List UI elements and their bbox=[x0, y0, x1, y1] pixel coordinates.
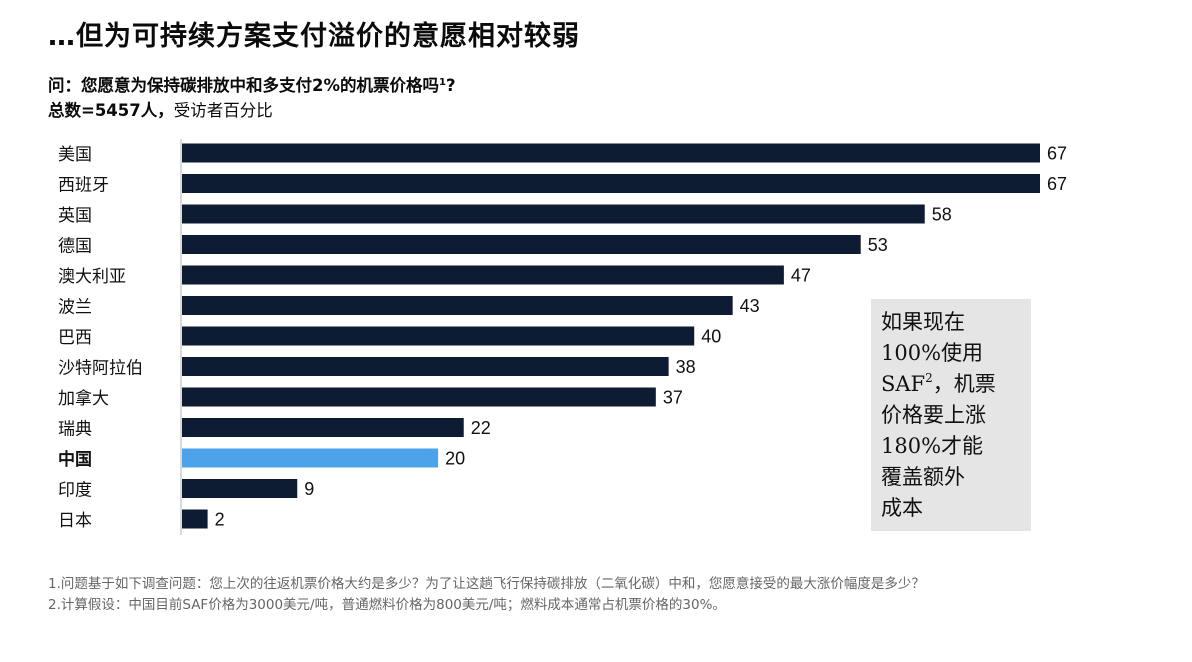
callout-line: 价格要上涨 bbox=[881, 403, 986, 427]
callout-line: SAF2，机票 bbox=[881, 369, 1021, 400]
callout-line: 100%使用 bbox=[881, 341, 984, 365]
bar bbox=[182, 235, 861, 254]
value-label: 67 bbox=[1047, 174, 1067, 194]
bar bbox=[182, 387, 656, 407]
category-label: 美国 bbox=[58, 145, 92, 165]
callout-line: 如果现在 bbox=[881, 310, 965, 334]
sample-size: 总数=5457人，受访者百分比 bbox=[48, 97, 273, 121]
category-label: 波兰 bbox=[58, 298, 92, 318]
callout-saf: SAF bbox=[881, 372, 926, 396]
category-label: 中国 bbox=[58, 449, 92, 470]
bar-chart: 美国 67 西班牙 67 英国 58 德国 53 澳大利亚 47 波兰 43 巴西 40 沙特阿拉伯 38 加拿… bbox=[58, 139, 1067, 535]
value-label: 67 bbox=[1047, 144, 1067, 164]
callout-line: 成本 bbox=[881, 496, 923, 520]
footnote-1: 1.问题基于如下调查问题：您上次的往返机票价格大约是多少？为了让这趟飞行保持碳排… bbox=[48, 576, 925, 592]
bar bbox=[182, 357, 669, 376]
category-label: 澳大利亚 bbox=[58, 267, 126, 287]
callout-box: 如果现在 100%使用 SAF2，机票 价格要上涨 180%才能 覆盖额外 成本 bbox=[871, 299, 1031, 531]
category-label: 英国 bbox=[58, 206, 92, 226]
bar bbox=[182, 448, 439, 468]
bar bbox=[182, 479, 298, 498]
category-label: 西班牙 bbox=[58, 176, 109, 196]
value-label: 9 bbox=[304, 479, 314, 499]
callout-line: 覆盖额外 bbox=[881, 465, 965, 489]
value-label: 47 bbox=[791, 266, 811, 286]
callout-text: ，机票 bbox=[932, 372, 996, 396]
bar bbox=[182, 418, 464, 437]
callout-line: 180%才能 bbox=[881, 434, 984, 458]
value-label: 22 bbox=[471, 418, 491, 438]
bar bbox=[182, 326, 695, 346]
value-label: 20 bbox=[445, 449, 465, 469]
bar bbox=[182, 265, 784, 285]
question-text: 问：您愿意为保持碳排放中和多支付2%的机票价格吗 bbox=[48, 76, 440, 95]
bar bbox=[182, 174, 1040, 193]
chart-title: …但为可持续方案支付溢价的意愿相对较弱 bbox=[48, 21, 580, 52]
category-label: 日本 bbox=[58, 511, 92, 531]
category-label: 巴西 bbox=[58, 328, 92, 348]
sample-total: 总数=5457人， bbox=[48, 101, 174, 120]
category-label: 沙特阿拉伯 bbox=[58, 359, 143, 379]
bar bbox=[182, 143, 1040, 163]
footnote-2: 2.计算假设：中国目前SAF价格为3000美元/吨，普通燃料价格为800美元/吨… bbox=[48, 597, 726, 613]
category-label: 加拿大 bbox=[58, 388, 109, 409]
question-footnote-mark: 1 bbox=[439, 77, 446, 88]
value-label: 43 bbox=[740, 296, 760, 316]
callout-footnote-mark: 2 bbox=[925, 371, 933, 385]
category-label: 印度 bbox=[58, 481, 92, 501]
question-end: ? bbox=[445, 76, 456, 95]
bar bbox=[182, 296, 733, 315]
value-label: 2 bbox=[215, 510, 225, 530]
value-label: 40 bbox=[701, 327, 721, 347]
category-label: 德国 bbox=[58, 237, 92, 257]
value-label: 58 bbox=[932, 205, 952, 225]
category-label: 瑞典 bbox=[58, 420, 92, 440]
value-label: 37 bbox=[663, 388, 683, 408]
sample-unit: 受访者百分比 bbox=[173, 101, 273, 120]
value-label: 53 bbox=[868, 235, 888, 255]
value-label: 38 bbox=[676, 357, 696, 377]
survey-question: 问：您愿意为保持碳排放中和多支付2%的机票价格吗1? bbox=[48, 72, 456, 96]
bar bbox=[182, 204, 925, 224]
bar bbox=[182, 509, 208, 529]
